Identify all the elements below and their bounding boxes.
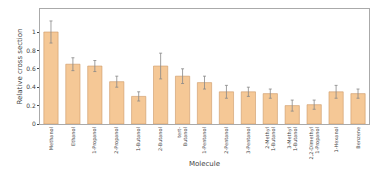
svg-text:2-Pentanol: 2-Pentanol [223,127,229,154]
svg-text:1-Hexanol: 1-Hexanol [333,127,339,152]
svg-text:0.4: 0.4 [26,83,36,90]
svg-text:0: 0 [32,120,36,127]
svg-text:0.2: 0.2 [26,102,36,109]
svg-text:Ethanol: Ethanol [70,127,76,146]
svg-text:1-Butanol: 1-Butanol [135,127,141,151]
svg-text:tert-Butanol: tert-Butanol [176,127,189,146]
svg-text:Molecule: Molecule [189,160,220,168]
svg-text:Methanol: Methanol [48,127,54,150]
svg-text:1-Pentanol: 1-Pentanol [201,127,207,154]
svg-text:1-Propanol: 1-Propanol [91,127,98,154]
svg-text:3-Pentanol: 3-Pentanol [245,127,251,154]
svg-text:0.6: 0.6 [26,65,36,72]
svg-text:1: 1 [32,28,36,35]
svg-text:2-Propanol: 2-Propanol [113,127,120,154]
svg-text:2,2-Dimethyl1-Propanol: 2,2-Dimethyl1-Propanol [308,127,322,159]
svg-text:2-Butanol: 2-Butanol [157,127,163,151]
svg-text:3-Methyl1-Butanol: 3-Methyl1-Butanol [286,127,299,151]
svg-text:0.8: 0.8 [26,47,36,54]
svg-text:2-Methyl1-Butanol: 2-Methyl1-Butanol [264,127,277,151]
svg-text:Benzene: Benzene [355,127,361,149]
svg-text:Relative cross section: Relative cross section [16,28,24,104]
